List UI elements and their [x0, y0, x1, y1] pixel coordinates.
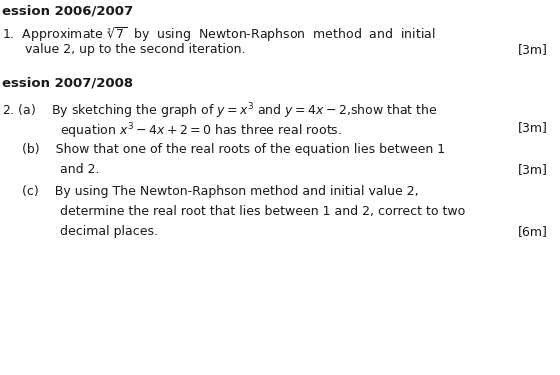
- Text: [3m]: [3m]: [518, 163, 548, 176]
- Text: and 2.: and 2.: [60, 163, 100, 176]
- Text: [3m]: [3m]: [518, 121, 548, 134]
- Text: equation $x^3-4x+2=0$ has three real roots.: equation $x^3-4x+2=0$ has three real roo…: [60, 121, 342, 141]
- Text: determine the real root that lies between 1 and 2, correct to two: determine the real root that lies betwee…: [60, 205, 465, 218]
- Text: 1.  Approximate $\sqrt[3]{7}$  by  using  Newton-Raphson  method  and  initial: 1. Approximate $\sqrt[3]{7}$ by using Ne…: [2, 25, 436, 44]
- Text: (b)    Show that one of the real roots of the equation lies between 1: (b) Show that one of the real roots of t…: [22, 143, 445, 156]
- Text: [6m]: [6m]: [518, 225, 548, 238]
- Text: (c)    By using The Newton-Raphson method and initial value 2,: (c) By using The Newton-Raphson method a…: [22, 185, 419, 198]
- Text: ession 2007/2008: ession 2007/2008: [2, 77, 133, 90]
- Text: [3m]: [3m]: [518, 43, 548, 56]
- Text: value 2, up to the second iteration.: value 2, up to the second iteration.: [25, 43, 245, 56]
- Text: ession 2006/2007: ession 2006/2007: [2, 5, 133, 18]
- Text: 2. (a)    By sketching the graph of $y=x^3$ and $y=4x-2$,show that the: 2. (a) By sketching the graph of $y=x^3$…: [2, 101, 438, 121]
- Text: decimal places.: decimal places.: [60, 225, 158, 238]
